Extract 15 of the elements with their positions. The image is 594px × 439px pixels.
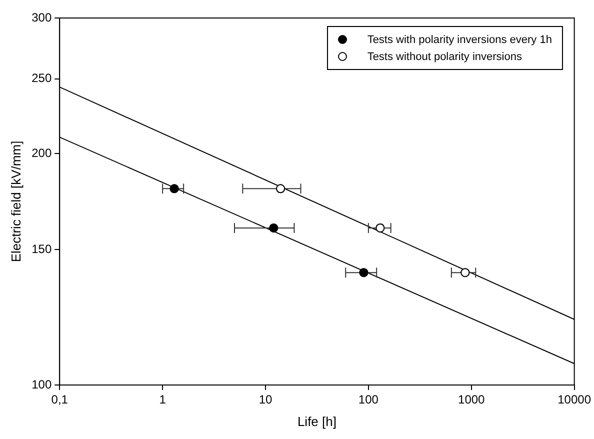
legend-label: Tests without polarity inversions	[367, 50, 522, 62]
y-tick-label: 150	[32, 242, 52, 256]
x-tick-label: 100	[358, 392, 379, 407]
x-tick-label: 10000	[558, 392, 592, 407]
legend-label: Tests with polarity inversions every 1h	[367, 34, 552, 46]
x-tick-label: 10	[258, 392, 272, 407]
y-tick-label: 250	[32, 71, 52, 86]
y-tick-label: 300	[32, 10, 52, 24]
x-tick-label: 1	[159, 392, 166, 407]
y-tick-label: 100	[32, 377, 52, 392]
y-axis-title: Electric field [kV/mm]	[8, 140, 24, 262]
x-tick-label: 1000	[458, 392, 486, 407]
x-axis-title: Life [h]	[297, 414, 336, 429]
x-tick-label: 0,1	[51, 392, 68, 407]
y-tick-label: 200	[32, 146, 52, 160]
